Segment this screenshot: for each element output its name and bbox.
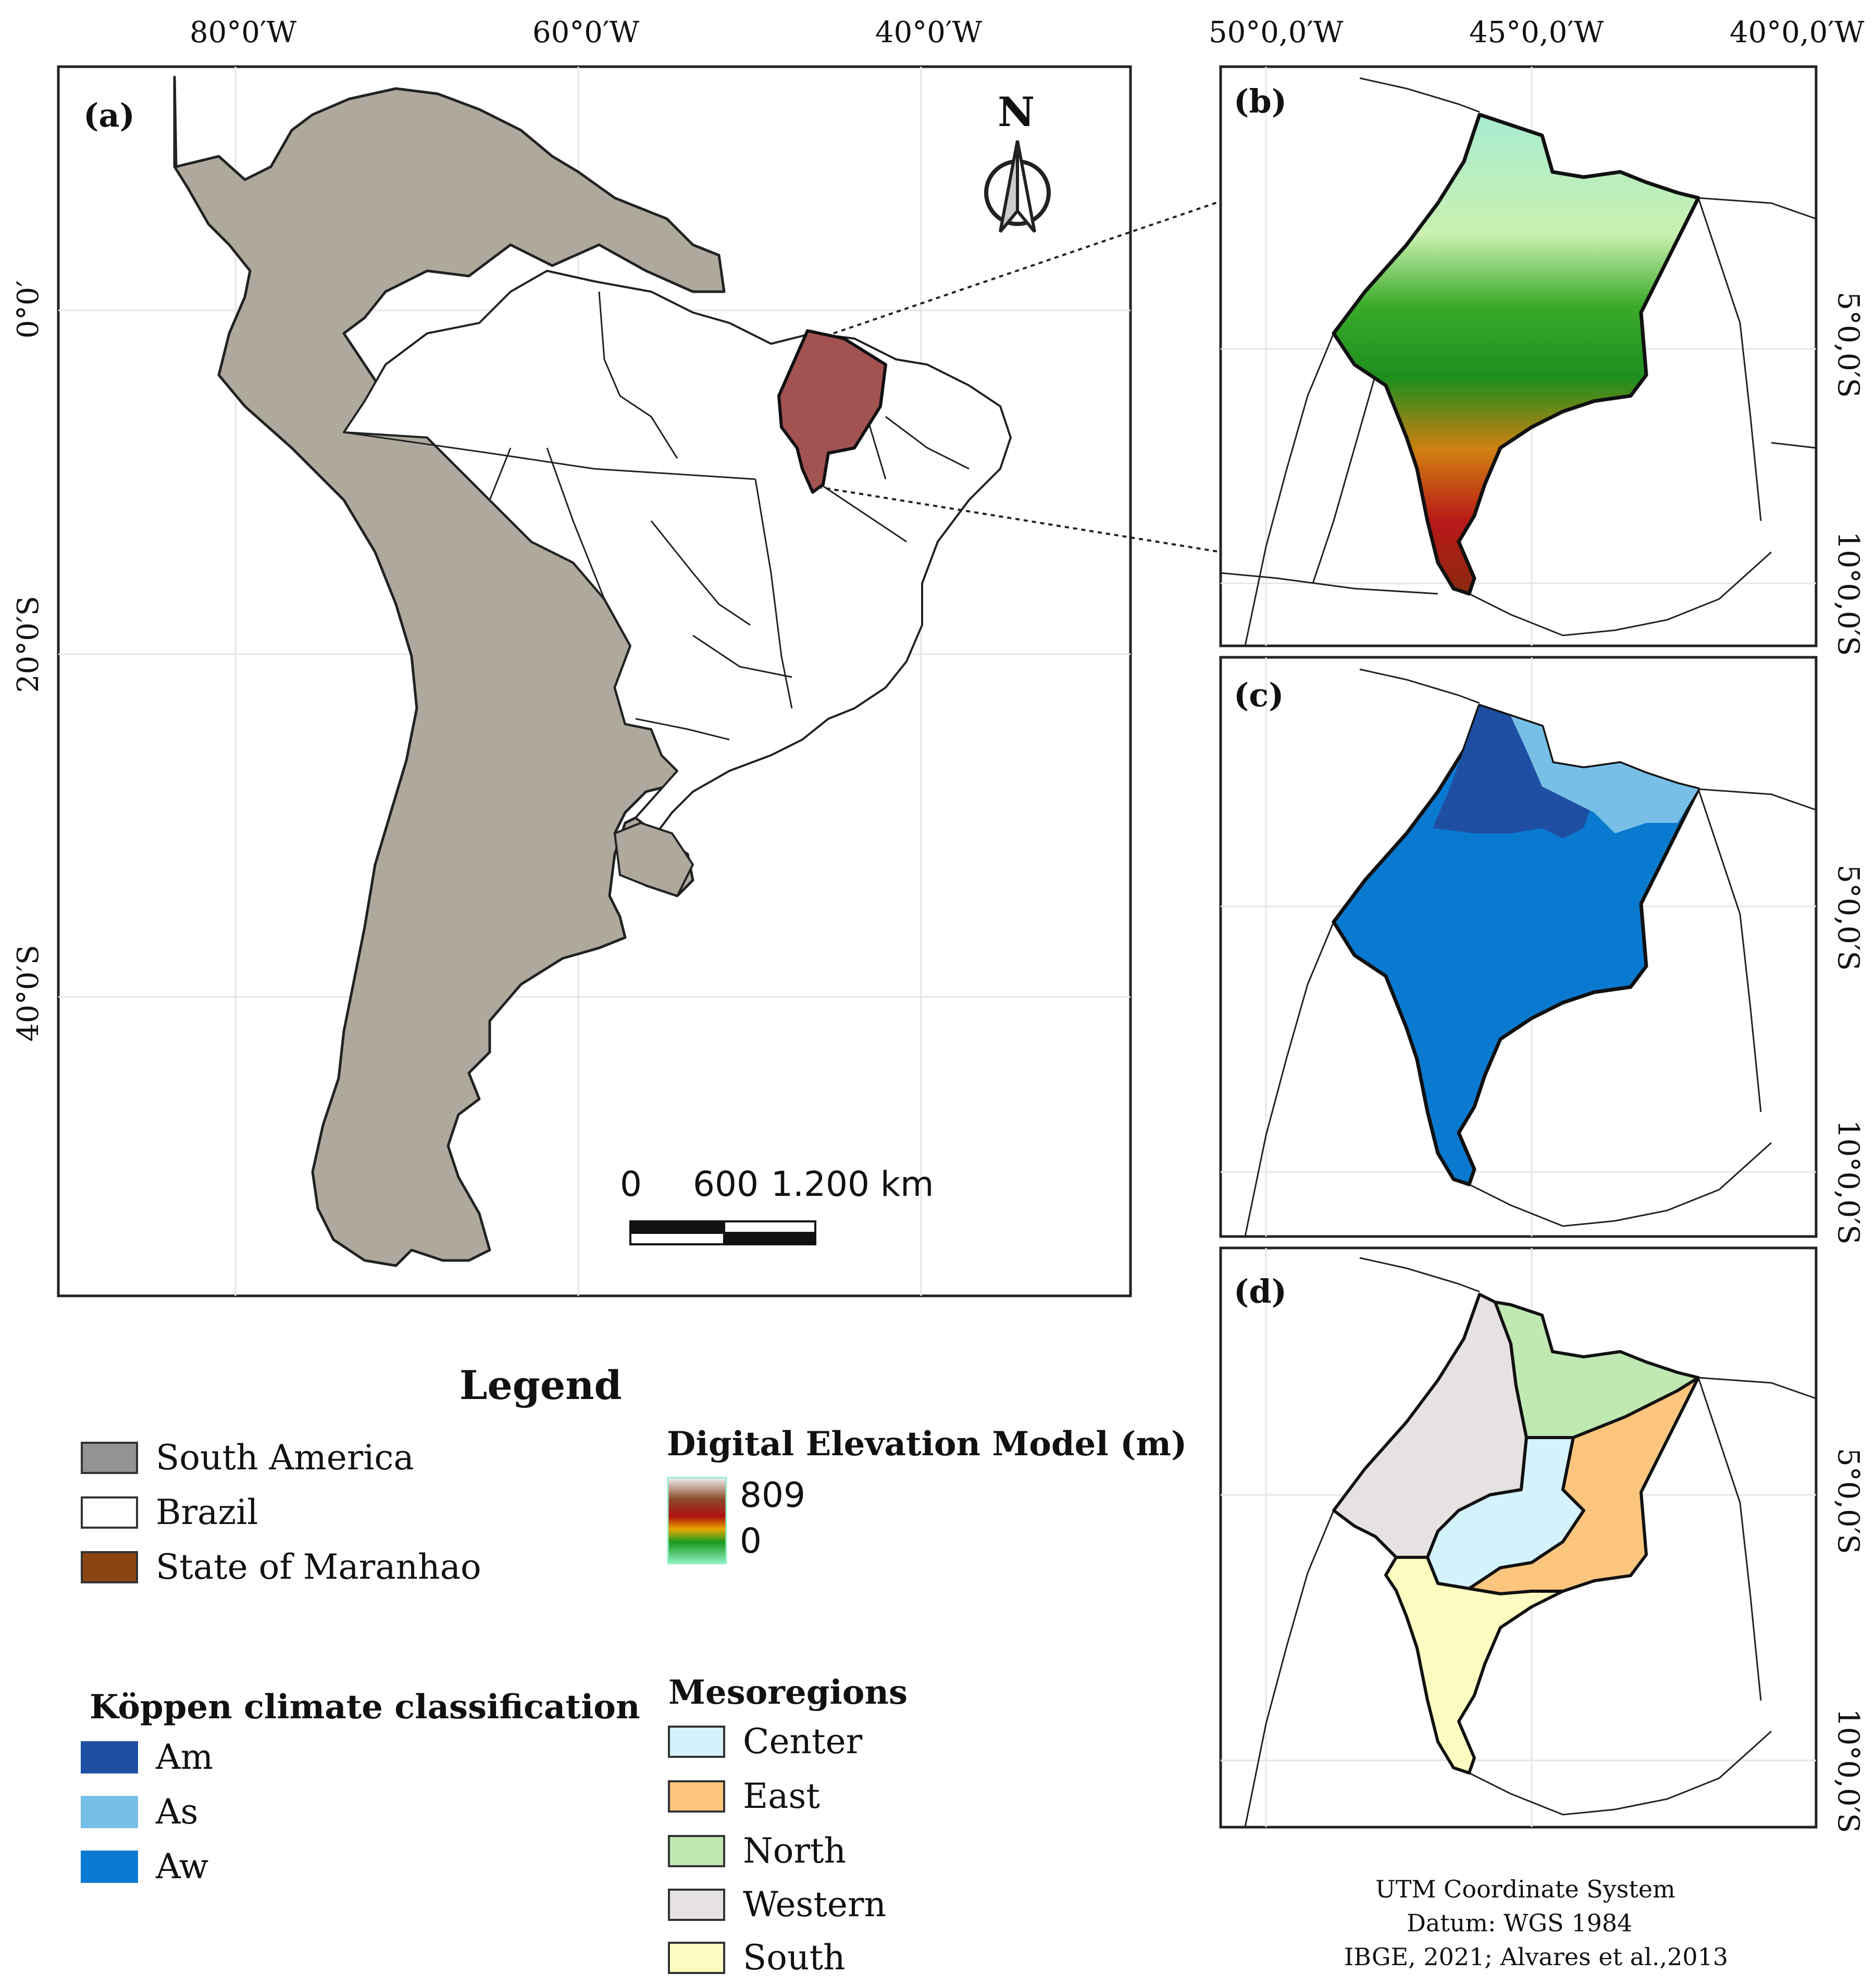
swatch-western xyxy=(668,1888,725,1921)
south-america-shape xyxy=(173,76,726,1267)
swatch-aw xyxy=(81,1850,138,1883)
tick-40w-b: 40°0,0′W xyxy=(1730,16,1865,49)
tick-45w: 45°0,0′W xyxy=(1469,16,1604,49)
legend-brazil: Brazil xyxy=(81,1492,258,1532)
swatch-north xyxy=(668,1834,725,1867)
koppen-am-shape xyxy=(1433,706,1594,839)
scale-label-1200: 1.200 km xyxy=(771,1164,934,1204)
maranhao-dem-shape xyxy=(1332,113,1700,596)
scale-label-600: 600 xyxy=(693,1164,759,1204)
legend-label: North xyxy=(743,1831,847,1871)
legend-western: Western xyxy=(668,1884,886,1925)
swatch-as xyxy=(81,1795,138,1828)
koppen-title: Köppen climate classification xyxy=(90,1688,640,1727)
scale-bar xyxy=(629,1220,816,1245)
swatch-east xyxy=(668,1780,725,1813)
legend-label: South xyxy=(743,1938,846,1978)
north-arrow-icon xyxy=(984,140,1051,233)
panel-d-label: (d) xyxy=(1234,1272,1287,1310)
legend-label: Brazil xyxy=(156,1492,258,1532)
panel-c-label: (c) xyxy=(1234,676,1284,714)
legend-east: East xyxy=(668,1776,820,1816)
tick-40w: 40°0′W xyxy=(875,16,983,49)
legend-label: State of Maranhao xyxy=(156,1547,481,1587)
tick-50w: 50°0,0′W xyxy=(1209,16,1344,49)
footer-line-2: Datum: WGS 1984 xyxy=(1407,1909,1633,1937)
panel-d-borders xyxy=(1244,1257,1817,1828)
legend-label: Western xyxy=(743,1884,887,1925)
legend-title: Legend xyxy=(459,1362,622,1408)
swatch-am xyxy=(81,1741,138,1773)
swatch-south-america xyxy=(81,1441,138,1474)
legend-label: Aw xyxy=(156,1846,209,1887)
footer-line-1: UTM Coordinate System xyxy=(1375,1875,1675,1903)
meso-south-shape xyxy=(1384,1556,1564,1775)
scale-label-0: 0 xyxy=(620,1164,642,1204)
swatch-south xyxy=(668,1941,725,1974)
swatch-maranhao xyxy=(81,1551,138,1583)
dem-colorbar xyxy=(667,1477,727,1565)
north-label: N xyxy=(998,89,1035,136)
uruguay-shape xyxy=(613,821,694,897)
tick-60w: 60°0′W xyxy=(532,16,640,49)
legend-aw: Aw xyxy=(81,1846,208,1887)
legend-south-america: South America xyxy=(81,1438,414,1478)
legend-south: South xyxy=(668,1938,846,1978)
footer-line-3: IBGE, 2021; Alvares et al.,2013 xyxy=(1344,1943,1729,1971)
legend-label: South America xyxy=(156,1438,414,1478)
legend-label: Am xyxy=(156,1737,214,1777)
legend-label: East xyxy=(743,1776,820,1816)
meso-east-shape xyxy=(1468,1376,1700,1595)
swatch-center xyxy=(668,1725,725,1758)
legend-maranhao: State of Maranhao xyxy=(81,1547,481,1587)
meso-title: Mesoregions xyxy=(668,1673,908,1712)
panel-a-frame xyxy=(57,65,1132,1297)
panel-c-borders xyxy=(1244,668,1817,1237)
maranhao-shape xyxy=(777,329,887,494)
dem-title: Digital Elevation Model (m) xyxy=(667,1425,1187,1464)
legend-label: As xyxy=(156,1792,198,1832)
meso-north-shape xyxy=(1494,1301,1700,1439)
koppen-as-shape xyxy=(1511,716,1698,833)
panel-b-borders xyxy=(1220,77,1817,646)
swatch-brazil xyxy=(81,1496,138,1529)
tick-80w: 80°0′W xyxy=(190,16,297,49)
legend-as: As xyxy=(81,1792,198,1832)
dem-min: 0 xyxy=(740,1521,762,1561)
brazil-state-borders xyxy=(343,291,970,741)
panel-a-label: (a) xyxy=(83,96,135,134)
panel-b-label: (b) xyxy=(1234,82,1287,120)
legend-label: Center xyxy=(743,1721,863,1762)
legend-am: Am xyxy=(81,1737,213,1777)
dem-max: 809 xyxy=(740,1475,805,1515)
legend-center: Center xyxy=(668,1721,862,1762)
legend-north: North xyxy=(668,1831,846,1871)
